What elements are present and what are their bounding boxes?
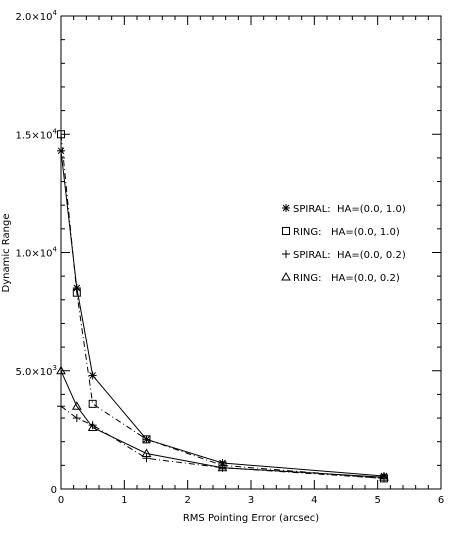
y-tick-label: 1.0×104 xyxy=(16,246,58,260)
y-axis-label: Dynamic Range xyxy=(1,214,12,293)
data-point-square xyxy=(72,288,81,297)
axis-ticks: 0 1 2 3 4 5 6 0 5.0×103 1.0×104 1.5×104 2.0×104 xyxy=(16,9,445,506)
x-tick-label: 1 xyxy=(121,495,127,506)
data-point-triangle xyxy=(141,448,152,458)
y-tick-label: 1.5×104 xyxy=(16,127,58,141)
data-point-square xyxy=(88,399,97,408)
data-point-asterisk xyxy=(142,435,151,444)
series-2 xyxy=(57,130,388,483)
data-point-plus xyxy=(142,454,151,463)
data-point-triangle xyxy=(379,472,389,481)
data-point-triangle xyxy=(56,365,66,375)
legend-label: RING: HA=(0.0, 1.0) xyxy=(293,227,400,238)
series-4 xyxy=(56,365,389,481)
data-point-triangle xyxy=(217,462,228,472)
legend-marker-triangle xyxy=(281,271,291,281)
data-point-triangle xyxy=(87,422,98,432)
legend-marker-square xyxy=(282,227,290,235)
x-tick-label: 0 xyxy=(58,495,64,506)
legend-marker-asterisk xyxy=(282,204,290,212)
legend-marker-plus xyxy=(282,250,290,258)
y-tick-label: 5.0×103 xyxy=(16,364,57,378)
series-1 xyxy=(57,146,388,480)
series-layer xyxy=(56,130,389,483)
legend-label: RING: HA=(0.0, 0.2) xyxy=(293,273,400,284)
x-tick-label: 3 xyxy=(248,495,254,506)
series-line xyxy=(60,150,385,477)
x-tick-label: 2 xyxy=(184,495,190,506)
x-tick-label: 5 xyxy=(374,495,380,506)
legend-label: SPIRAL: HA=(0.0, 0.2) xyxy=(293,250,406,261)
legend-label: SPIRAL: HA=(0.0, 1.0) xyxy=(293,204,406,215)
data-point-asterisk xyxy=(88,371,97,380)
data-point-plus xyxy=(57,402,65,411)
series-line xyxy=(60,405,385,479)
data-point-triangle xyxy=(71,401,82,410)
data-point-square xyxy=(57,130,65,139)
y-tick-label: 2.0×104 xyxy=(16,9,58,23)
series-line xyxy=(60,134,385,479)
x-tick-label: 4 xyxy=(311,495,317,506)
data-point-asterisk xyxy=(57,146,65,155)
y-tick-label: 0 xyxy=(51,485,57,496)
legend: SPIRAL: HA=(0.0, 1.0) RING: HA=(0.0, 1.0)… xyxy=(281,204,406,284)
x-tick-label: 6 xyxy=(438,495,444,506)
series-line xyxy=(60,370,385,478)
data-point-square xyxy=(142,435,151,444)
x-axis-label: RMS Pointing Error (arcsec) xyxy=(183,513,319,524)
data-point-plus xyxy=(72,414,81,423)
